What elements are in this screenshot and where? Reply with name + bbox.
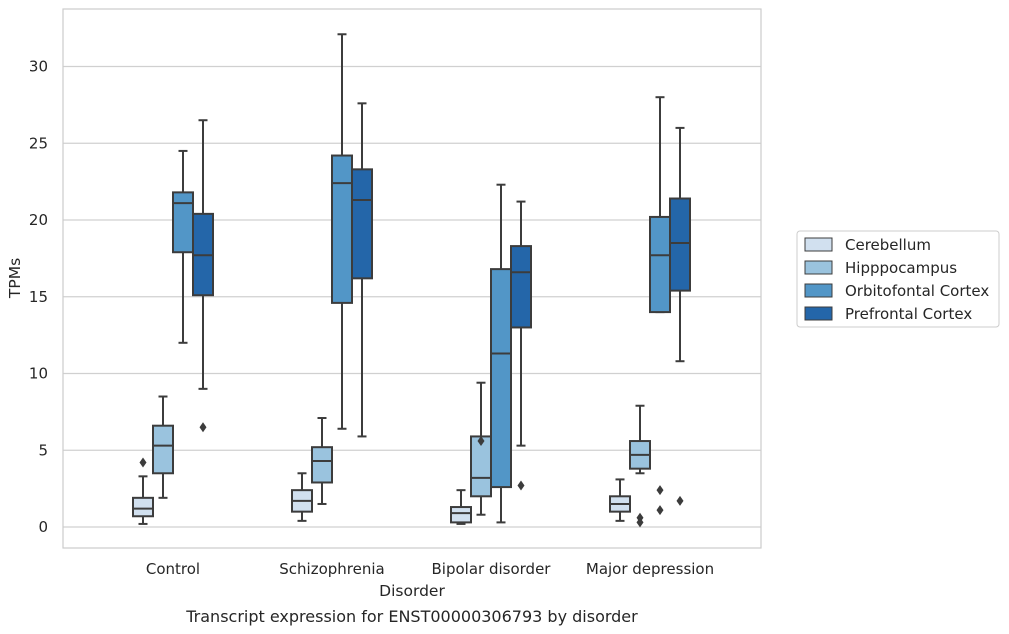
box-cerebellum-3 <box>609 478 631 522</box>
box-orbitofontal-cortex-1 <box>331 33 353 430</box>
box-iqr <box>649 215 671 314</box>
box-iqr <box>450 506 472 524</box>
outlier-point <box>656 505 664 516</box>
box-iqr <box>172 191 194 254</box>
y-tick-label: 25 <box>29 134 48 152</box>
chart-caption: Transcript expression for ENST0000030679… <box>185 607 638 626</box>
outlier-point <box>636 512 644 523</box>
legend-label: Cerebellum <box>845 236 931 254</box>
y-axis-ticks: 0 5 10 15 20 25 30 <box>29 58 48 537</box>
outlier-point <box>656 485 664 496</box>
outlier-point <box>139 457 147 468</box>
x-tick-label: Major depression <box>586 560 714 578</box>
outlier-point <box>676 495 684 506</box>
legend-label: Hipppocampus <box>845 259 957 277</box>
box-orbitofontal-cortex-0 <box>172 149 194 344</box>
box-iqr <box>669 197 691 292</box>
box-hipppocampus-1 <box>311 417 333 505</box>
box-iqr <box>331 154 353 304</box>
box-prefrontal-cortex-3 <box>669 126 691 506</box>
outlier-point <box>477 436 485 447</box>
box-hipppocampus-2 <box>470 381 492 516</box>
y-tick-label: 20 <box>29 211 48 229</box>
box-hipppocampus-3 <box>629 404 651 528</box>
legend-label: Prefrontal Cortex <box>845 305 972 323</box>
box-prefrontal-cortex-0 <box>192 119 214 433</box>
y-tick-label: 5 <box>38 441 48 459</box>
legend-swatch <box>804 237 833 252</box>
x-axis-title: Disorder <box>379 582 445 600</box>
box-iqr <box>510 245 532 329</box>
x-axis-ticks: Control Schizophrenia Bipolar disorder Majo… <box>146 560 714 578</box>
legend-frame <box>796 230 1000 328</box>
box-cerebellum-0 <box>132 457 154 525</box>
legend: Cerebellum Hipppocampus Orbitofontal Corte… <box>796 230 1000 328</box>
legend-swatch <box>804 260 833 275</box>
box-iqr <box>152 424 174 475</box>
box-iqr <box>311 446 333 484</box>
box-hipppocampus-0 <box>152 395 174 499</box>
outlier-point <box>199 422 207 433</box>
box-cerebellum-1 <box>291 472 313 522</box>
x-tick-label: Bipolar disorder <box>432 560 552 578</box>
x-tick-label: Control <box>146 560 200 578</box>
legend-swatch <box>804 283 833 298</box>
box-iqr <box>351 168 373 280</box>
box-groups <box>132 33 691 528</box>
y-tick-label: 0 <box>38 518 48 536</box>
y-tick-label: 30 <box>29 58 48 76</box>
box-orbitofontal-cortex-3 <box>649 96 671 516</box>
y-tick-label: 15 <box>29 288 48 306</box>
x-tick-label: Schizophrenia <box>279 560 384 578</box>
plot-frame <box>62 8 762 549</box>
outlier-point <box>517 480 525 491</box>
y-tick-label: 10 <box>29 365 48 383</box>
legend-label: Orbitofontal Cortex <box>845 282 989 300</box>
legend-swatch <box>804 306 833 321</box>
box-iqr <box>132 496 154 518</box>
box-orbitofontal-cortex-2 <box>490 183 512 524</box>
box-prefrontal-cortex-2 <box>510 200 532 491</box>
box-prefrontal-cortex-1 <box>351 102 373 438</box>
y-axis-title: TPMs <box>6 258 24 299</box>
box-iqr <box>490 268 512 489</box>
box-cerebellum-2 <box>450 489 472 525</box>
